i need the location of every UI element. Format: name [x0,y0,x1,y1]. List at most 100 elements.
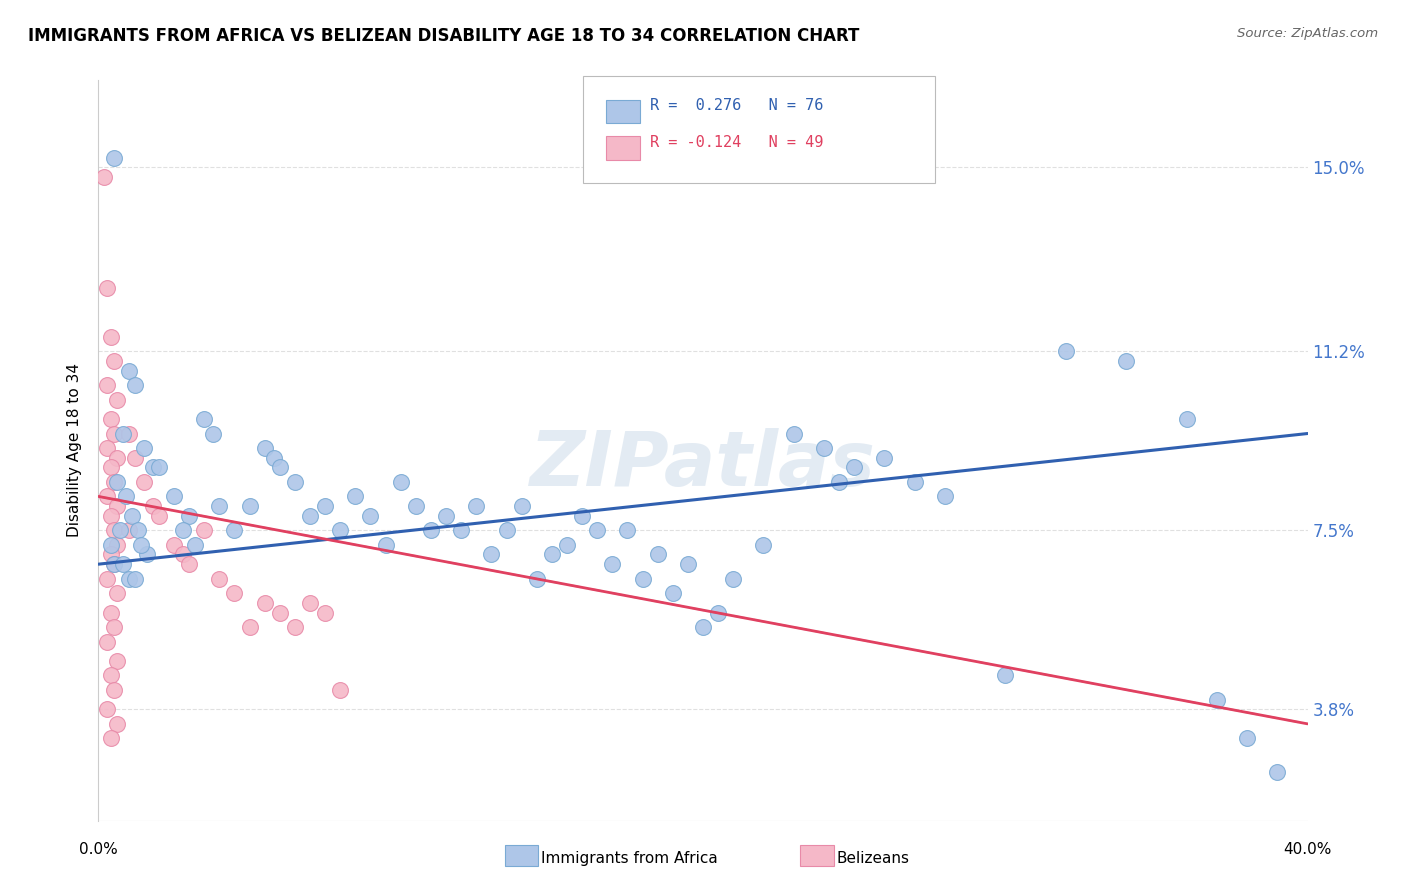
Point [676,557,699,571]
Point [299,596,322,610]
Point [934,490,956,504]
Point [202,426,225,441]
Point [103,557,125,571]
Point [100,460,122,475]
Point [100,548,122,562]
Point [813,441,835,455]
Point [129,538,152,552]
Point [1175,412,1198,426]
Point [103,524,125,538]
Text: ZIPatlas: ZIPatlas [530,428,876,502]
Point [100,330,122,344]
Point [647,548,669,562]
Point [360,508,382,523]
Point [1206,692,1229,706]
Point [314,606,336,620]
Point [163,490,186,504]
Point [873,450,896,465]
Point [284,475,307,489]
Point [124,450,146,465]
Point [148,508,170,523]
Point [96,490,118,504]
Point [481,548,503,562]
Point [118,426,141,441]
Point [148,460,170,475]
Text: IMMIGRANTS FROM AFRICA VS BELIZEAN DISABILITY AGE 18 TO 34 CORRELATION CHART: IMMIGRANTS FROM AFRICA VS BELIZEAN DISAB… [28,27,859,45]
Point [253,596,276,610]
Text: Belizeans: Belizeans [837,851,910,865]
Point [631,572,654,586]
Point [224,586,246,600]
Point [172,548,194,562]
Point [103,620,125,634]
Point [193,524,215,538]
Point [172,524,194,538]
Point [994,668,1017,682]
Point [103,475,125,489]
Point [1054,344,1077,359]
Point [253,441,276,455]
Point [100,668,122,682]
Point [100,731,122,746]
Point [571,508,593,523]
Point [193,412,215,426]
Text: Immigrants from Africa: Immigrants from Africa [541,851,718,865]
Text: 0.0%: 0.0% [79,842,118,857]
Point [142,499,165,513]
Point [434,508,457,523]
Point [105,392,128,407]
Point [105,499,128,513]
Point [329,524,352,538]
Point [105,538,128,552]
Point [103,354,125,368]
Point [111,557,134,571]
Point [269,460,291,475]
Point [105,717,128,731]
Point [103,683,125,698]
Point [108,524,131,538]
Point [179,508,201,523]
Point [163,538,186,552]
Point [96,634,118,648]
Point [1236,731,1258,746]
Point [344,490,367,504]
Point [586,524,609,538]
Point [135,548,157,562]
Point [239,620,262,634]
Point [184,538,207,552]
Point [844,460,866,475]
Text: R =  0.276   N = 76: R = 0.276 N = 76 [650,98,823,112]
Point [96,441,118,455]
Point [105,475,128,489]
Point [405,499,427,513]
Point [103,557,125,571]
Point [142,460,165,475]
Point [314,499,336,513]
Point [100,606,122,620]
Point [828,475,851,489]
Point [692,620,714,634]
Point [602,557,624,571]
Point [465,499,488,513]
Point [121,508,143,523]
Point [96,378,118,392]
Point [374,538,396,552]
Point [540,548,562,562]
Point [420,524,443,538]
Point [1115,354,1137,368]
Point [299,508,322,523]
Point [783,426,806,441]
Point [118,524,141,538]
Point [269,606,291,620]
Point [127,524,149,538]
Point [118,572,141,586]
Point [723,572,745,586]
Point [105,654,128,668]
Point [208,499,231,513]
Y-axis label: Disability Age 18 to 34: Disability Age 18 to 34 [67,363,83,538]
Point [510,499,533,513]
Point [100,538,122,552]
Point [132,441,155,455]
Point [1267,765,1289,780]
Point [616,524,638,538]
